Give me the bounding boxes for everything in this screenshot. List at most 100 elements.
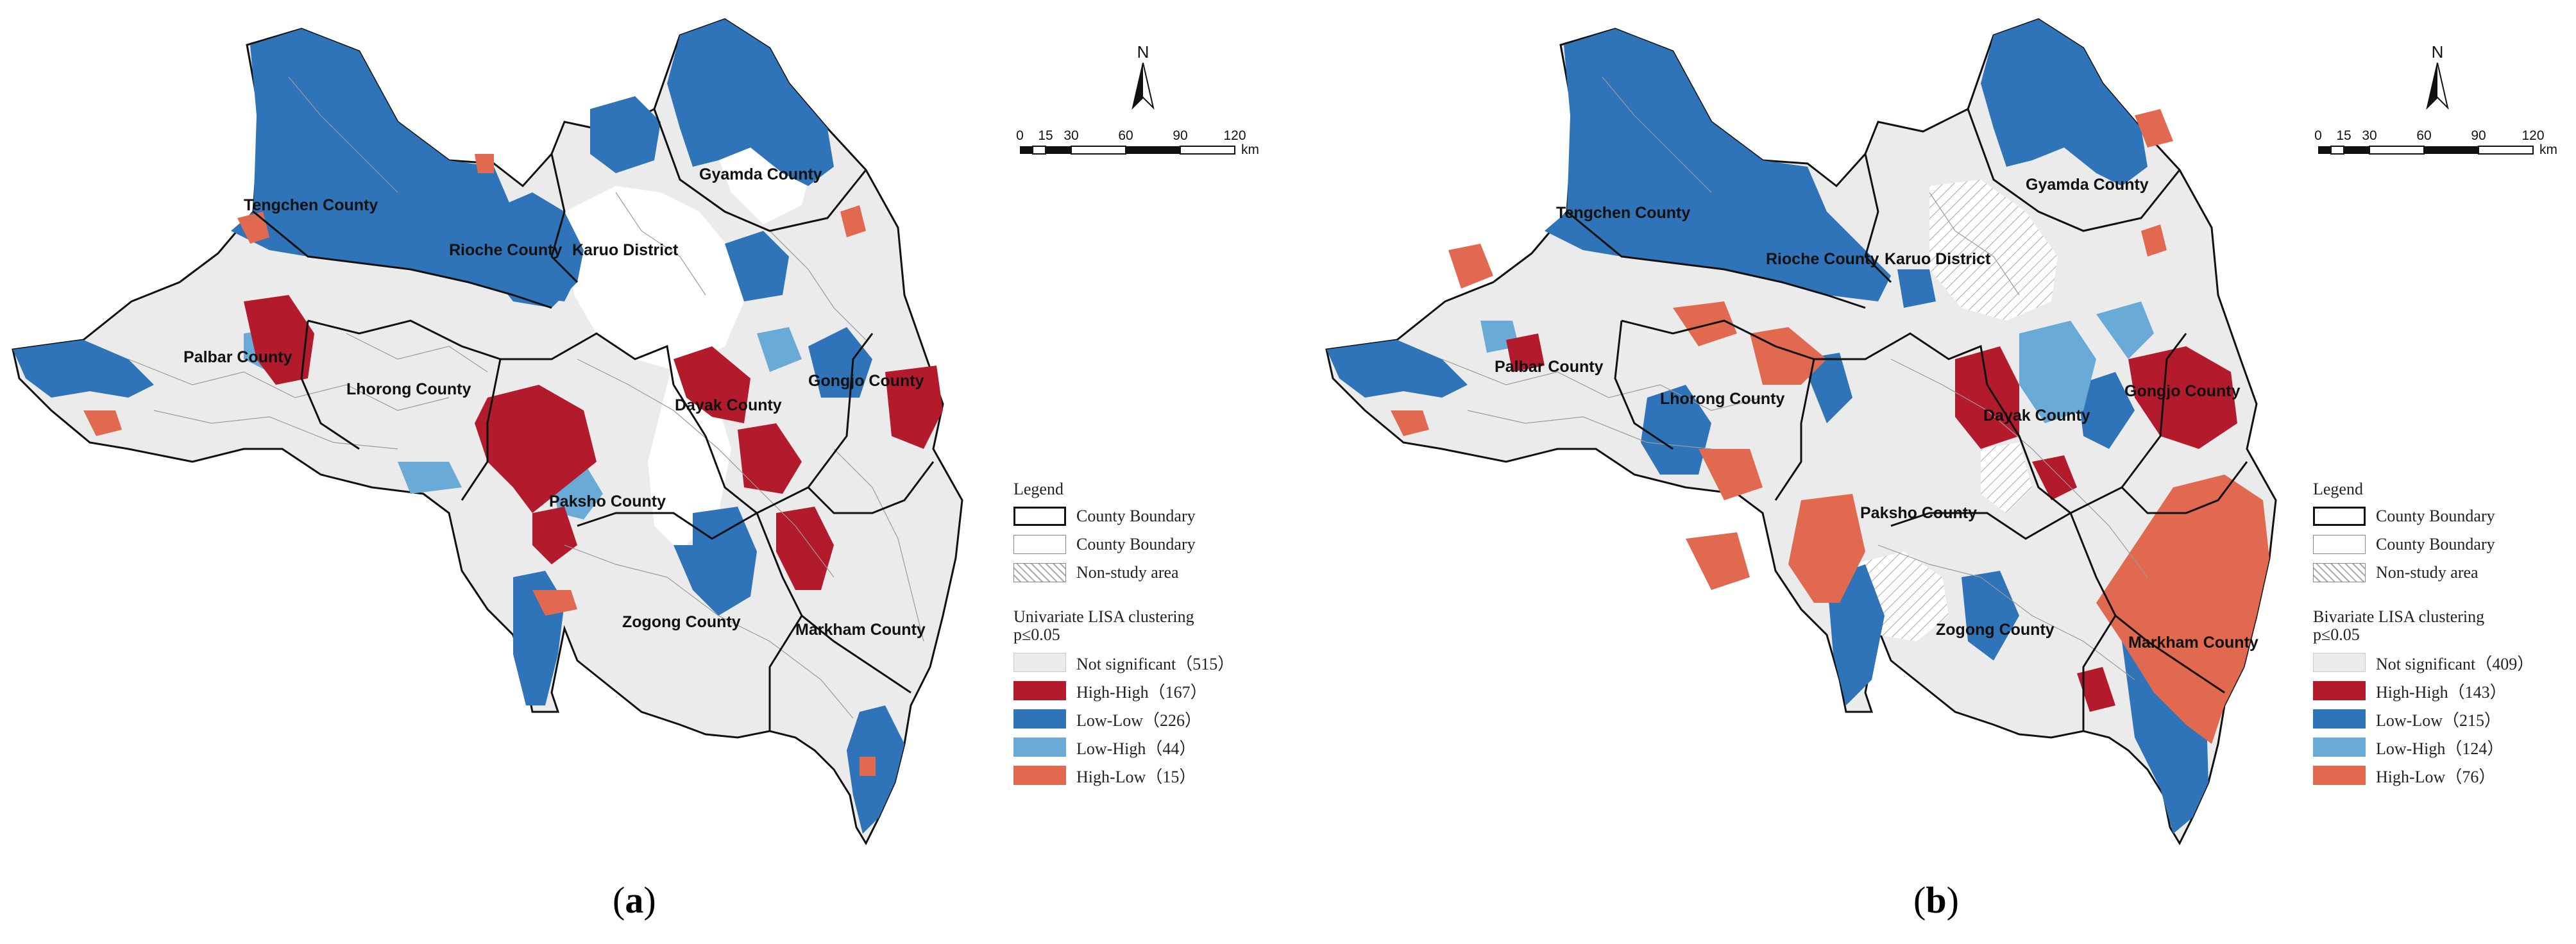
legend-row: County Boundary bbox=[2313, 505, 2495, 527]
high-low-cluster bbox=[2096, 475, 2269, 744]
legend-swatch bbox=[2313, 563, 2366, 582]
high-low-cluster bbox=[1673, 301, 1737, 346]
county-label: Paksho County bbox=[549, 493, 666, 510]
county-label: Gyamda County bbox=[2026, 176, 2149, 194]
non-study-area bbox=[1929, 180, 2058, 321]
high-high-cluster bbox=[738, 423, 802, 494]
high-high-cluster bbox=[776, 507, 834, 590]
legend-swatch bbox=[1013, 653, 1066, 672]
north-arrow: N bbox=[1131, 42, 1155, 110]
svg-text:60: 60 bbox=[2416, 128, 2431, 143]
county-label: Gyamda County bbox=[699, 165, 822, 183]
county-label: Karuo District bbox=[572, 241, 679, 259]
high-low-cluster bbox=[1699, 449, 1763, 500]
svg-text:N: N bbox=[1137, 42, 1149, 62]
legend-row: High-High（143） bbox=[2313, 680, 2507, 702]
low-high-cluster bbox=[757, 327, 802, 372]
svg-text:15: 15 bbox=[1038, 128, 1053, 143]
low-low-cluster bbox=[1897, 269, 1936, 308]
legend-row: Low-Low（215） bbox=[2313, 708, 2501, 730]
county-label: Dayak County bbox=[1983, 407, 2090, 425]
panel-b: Tengchen County Rioche County Karuo Dist… bbox=[1288, 0, 2576, 944]
legend-row: County Boundary bbox=[2313, 534, 2495, 555]
legend-clustering-title: Bivariate LISA clustering bbox=[2313, 607, 2485, 626]
map-geometry-b bbox=[1325, 18, 2277, 846]
svg-text:km: km bbox=[2539, 142, 2557, 157]
low-low-cluster bbox=[693, 507, 757, 616]
low-low-cluster bbox=[1981, 19, 2148, 186]
county-label: Tengchen County bbox=[1556, 204, 1690, 222]
county-labels-b: Tengchen County Rioche County Karuo Dist… bbox=[1495, 176, 2258, 652]
legend-swatch bbox=[2313, 766, 2366, 785]
legend-swatch bbox=[2313, 535, 2366, 554]
high-high-cluster bbox=[532, 507, 577, 564]
county-boundaries bbox=[1566, 108, 2248, 731]
legend-title: Legend bbox=[2313, 480, 2363, 498]
township-lines bbox=[128, 76, 924, 719]
legend-swatch bbox=[1013, 563, 1066, 582]
legend-swatch bbox=[2313, 653, 2366, 672]
high-low-cluster bbox=[1788, 494, 1865, 603]
low-low-cluster bbox=[725, 231, 789, 301]
township-lines bbox=[1441, 76, 2148, 680]
legend-row: High-Low（76） bbox=[2313, 764, 2495, 786]
legend-row: Low-Low（226） bbox=[1013, 708, 1201, 730]
legend-row: Non-study area bbox=[1013, 562, 1179, 584]
svg-text:0: 0 bbox=[1016, 128, 1024, 143]
legend-significance: p≤0.05 bbox=[1013, 625, 1060, 644]
low-low-cluster bbox=[1641, 385, 1711, 475]
high-low-cluster bbox=[475, 154, 494, 173]
high-high-cluster bbox=[2128, 346, 2237, 449]
white-area bbox=[564, 186, 744, 372]
svg-text:90: 90 bbox=[1173, 128, 1187, 143]
legend-row: High-High（167） bbox=[1013, 680, 1207, 702]
high-high-cluster bbox=[2032, 455, 2077, 500]
svg-text:0: 0 bbox=[2314, 128, 2322, 143]
county-label: Markham County bbox=[795, 621, 926, 639]
high-low-cluster bbox=[237, 212, 269, 244]
low-low-cluster bbox=[674, 545, 718, 590]
county-label: Zogong County bbox=[1936, 621, 2055, 639]
high-high-cluster bbox=[1506, 333, 1545, 372]
map-b: Tengchen County Rioche County Karuo Dist… bbox=[1325, 18, 2557, 846]
svg-text:90: 90 bbox=[2471, 128, 2486, 143]
panel-caption-a: (a) bbox=[613, 879, 656, 921]
legend-row: County Boundary bbox=[1013, 505, 1196, 527]
low-low-cluster bbox=[667, 19, 834, 186]
county-label: Markham County bbox=[2128, 634, 2258, 652]
county-label: Lhorong County bbox=[1660, 390, 1784, 408]
county-label: Tengchen County bbox=[244, 196, 378, 214]
county-label: Rioche County bbox=[1766, 250, 1879, 268]
legend-swatch bbox=[1013, 766, 1066, 785]
legend-row: High-Low（15） bbox=[1013, 764, 1196, 786]
high-low-cluster bbox=[1391, 410, 1429, 436]
legend-row: Low-High（124） bbox=[2313, 736, 2504, 758]
svg-text:30: 30 bbox=[2362, 128, 2377, 143]
high-high-cluster bbox=[885, 366, 943, 449]
legend-swatch bbox=[2313, 709, 2366, 729]
panel-a: Tengchen County Rioche County Karuo Dist… bbox=[12, 18, 1259, 921]
high-high-cluster bbox=[674, 346, 750, 423]
high-high-cluster bbox=[2077, 667, 2115, 712]
legend-row: Low-High（44） bbox=[1013, 736, 1196, 758]
north-arrow: N bbox=[2426, 42, 2449, 110]
low-low-cluster bbox=[1326, 340, 1468, 398]
legend-row: Not significant（409） bbox=[2313, 652, 2534, 673]
high-low-cluster bbox=[860, 757, 876, 776]
county-label: Karuo District bbox=[1885, 250, 1991, 268]
high-low-cluster bbox=[840, 205, 866, 237]
high-low-cluster bbox=[532, 590, 577, 616]
legend-swatch bbox=[1013, 507, 1066, 526]
county-label: Paksho County bbox=[1860, 504, 1977, 522]
svg-text:30: 30 bbox=[1063, 128, 1078, 143]
high-low-cluster bbox=[2135, 109, 2173, 148]
map-a: Tengchen County Rioche County Karuo Dist… bbox=[12, 18, 1259, 846]
county-label: Palbar County bbox=[183, 348, 292, 366]
high-low-cluster bbox=[1448, 244, 1493, 289]
svg-text:60: 60 bbox=[1118, 128, 1133, 143]
scale-bar: 0 15 30 60 90 120 km bbox=[2314, 128, 2557, 157]
svg-text:120: 120 bbox=[2521, 128, 2544, 143]
high-low-cluster bbox=[2141, 224, 2167, 257]
high-high-cluster bbox=[1955, 346, 2019, 449]
low-low-cluster bbox=[590, 96, 661, 173]
